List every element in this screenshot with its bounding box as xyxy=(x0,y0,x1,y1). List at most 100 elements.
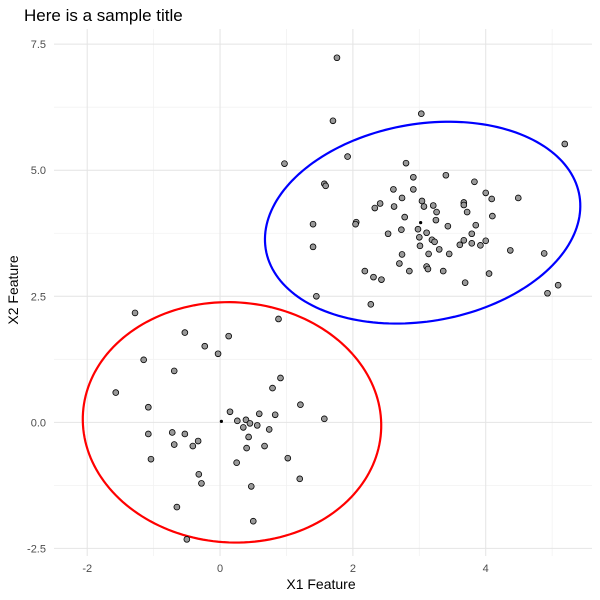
data-point xyxy=(432,216,440,224)
tick-labels: -2 0 2 4 -2.5 0.0 2.5 5.0 7.5 xyxy=(27,39,489,575)
data-point xyxy=(352,220,359,228)
x-tick-label: 0 xyxy=(217,563,223,575)
data-point xyxy=(370,273,377,281)
data-point xyxy=(181,329,189,336)
data-point xyxy=(444,222,452,230)
data-point xyxy=(482,189,490,197)
cluster-center-2 xyxy=(419,221,423,225)
data-point xyxy=(247,483,255,490)
data-point xyxy=(561,140,569,148)
data-point xyxy=(275,315,282,323)
data-point xyxy=(145,403,152,411)
ellipses xyxy=(81,120,582,544)
data-point xyxy=(472,221,480,229)
data-point xyxy=(489,212,496,220)
y-axis-label: X2 Feature xyxy=(5,255,21,324)
data-point xyxy=(460,237,468,244)
data-points xyxy=(112,54,569,543)
data-point xyxy=(195,470,203,478)
data-point xyxy=(506,247,514,254)
data-point xyxy=(170,367,178,375)
data-point xyxy=(140,356,147,364)
data-point xyxy=(435,246,443,253)
data-point xyxy=(442,171,450,179)
data-point xyxy=(390,186,397,193)
data-point xyxy=(423,229,430,237)
data-point xyxy=(145,430,152,438)
data-point xyxy=(170,441,178,448)
y-tick-label: -2.5 xyxy=(27,543,46,555)
data-point xyxy=(477,242,484,249)
x-axis-label: X1 Feature xyxy=(286,576,355,592)
data-point xyxy=(240,424,247,431)
data-point xyxy=(414,225,422,233)
data-point xyxy=(183,536,191,543)
data-point xyxy=(488,195,496,203)
data-point xyxy=(418,197,426,205)
data-point xyxy=(281,160,288,167)
data-point xyxy=(297,401,304,409)
cluster-ellipse-2 xyxy=(263,120,582,325)
data-point xyxy=(194,437,202,445)
data-point xyxy=(173,503,181,511)
data-point xyxy=(398,226,405,234)
data-point xyxy=(420,203,428,210)
data-point xyxy=(416,233,423,241)
data-point xyxy=(147,455,155,463)
data-point xyxy=(234,417,241,425)
data-point xyxy=(471,178,478,186)
data-point xyxy=(131,309,139,317)
data-point xyxy=(433,208,440,216)
data-point xyxy=(398,194,406,202)
data-point xyxy=(416,242,424,250)
data-point xyxy=(181,430,189,438)
data-point xyxy=(410,186,417,193)
data-point xyxy=(424,265,432,273)
data-point xyxy=(401,213,409,221)
data-point xyxy=(249,517,257,525)
data-point xyxy=(321,415,328,423)
data-point xyxy=(271,411,279,419)
data-point xyxy=(460,201,468,209)
data-point xyxy=(269,384,276,392)
data-point xyxy=(406,267,413,275)
y-tick-label: 2.5 xyxy=(31,291,46,303)
data-point xyxy=(214,350,222,358)
data-point xyxy=(284,454,292,462)
data-point xyxy=(468,240,476,247)
data-point xyxy=(243,444,250,452)
cluster-center-1 xyxy=(219,419,223,423)
data-point xyxy=(445,250,453,258)
data-point xyxy=(233,459,240,467)
data-point xyxy=(322,182,329,190)
x-tick-label: 2 xyxy=(350,563,356,575)
data-point xyxy=(344,153,351,160)
data-point xyxy=(384,230,392,238)
data-point xyxy=(225,332,232,340)
data-point xyxy=(371,204,379,212)
data-point xyxy=(261,442,268,450)
y-tick-label: 7.5 xyxy=(31,39,46,51)
data-point xyxy=(390,203,398,210)
grid xyxy=(54,29,592,556)
data-point xyxy=(402,159,410,167)
data-point xyxy=(201,342,209,350)
data-point xyxy=(410,173,417,181)
data-point xyxy=(329,117,337,125)
data-point xyxy=(429,202,437,209)
data-point xyxy=(361,267,369,275)
data-point xyxy=(540,250,548,257)
y-tick-label: 5.0 xyxy=(31,165,46,177)
data-point xyxy=(367,301,375,308)
data-point xyxy=(425,250,432,258)
data-point xyxy=(417,110,425,118)
x-tick-label: -2 xyxy=(82,563,92,575)
data-point xyxy=(253,422,261,429)
data-point xyxy=(265,426,273,433)
data-point xyxy=(198,480,205,487)
data-point xyxy=(245,433,252,441)
data-point xyxy=(485,270,493,277)
data-point xyxy=(456,241,464,249)
